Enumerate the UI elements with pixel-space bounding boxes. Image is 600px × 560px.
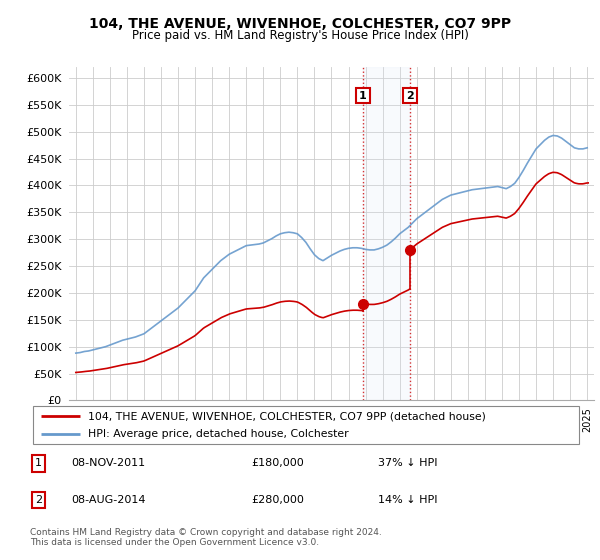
Text: £180,000: £180,000 (251, 459, 304, 468)
FancyBboxPatch shape (33, 407, 579, 444)
Bar (363, 67, 410, 400)
Text: 2: 2 (406, 91, 414, 101)
Text: 08-NOV-2011: 08-NOV-2011 (71, 459, 146, 468)
Text: 37% ↓ HPI: 37% ↓ HPI (378, 459, 437, 468)
Text: 14% ↓ HPI: 14% ↓ HPI (378, 495, 437, 505)
Text: 2: 2 (35, 495, 42, 505)
Text: 1: 1 (359, 91, 367, 101)
Text: Price paid vs. HM Land Registry's House Price Index (HPI): Price paid vs. HM Land Registry's House … (131, 29, 469, 42)
Text: HPI: Average price, detached house, Colchester: HPI: Average price, detached house, Colc… (88, 429, 349, 439)
Text: 08-AUG-2014: 08-AUG-2014 (71, 495, 146, 505)
Text: £280,000: £280,000 (251, 495, 304, 505)
Text: 104, THE AVENUE, WIVENHOE, COLCHESTER, CO7 9PP: 104, THE AVENUE, WIVENHOE, COLCHESTER, C… (89, 17, 511, 31)
Text: Contains HM Land Registry data © Crown copyright and database right 2024.
This d: Contains HM Land Registry data © Crown c… (30, 528, 382, 547)
Text: 1: 1 (35, 459, 42, 468)
Text: 104, THE AVENUE, WIVENHOE, COLCHESTER, CO7 9PP (detached house): 104, THE AVENUE, WIVENHOE, COLCHESTER, C… (88, 411, 486, 421)
